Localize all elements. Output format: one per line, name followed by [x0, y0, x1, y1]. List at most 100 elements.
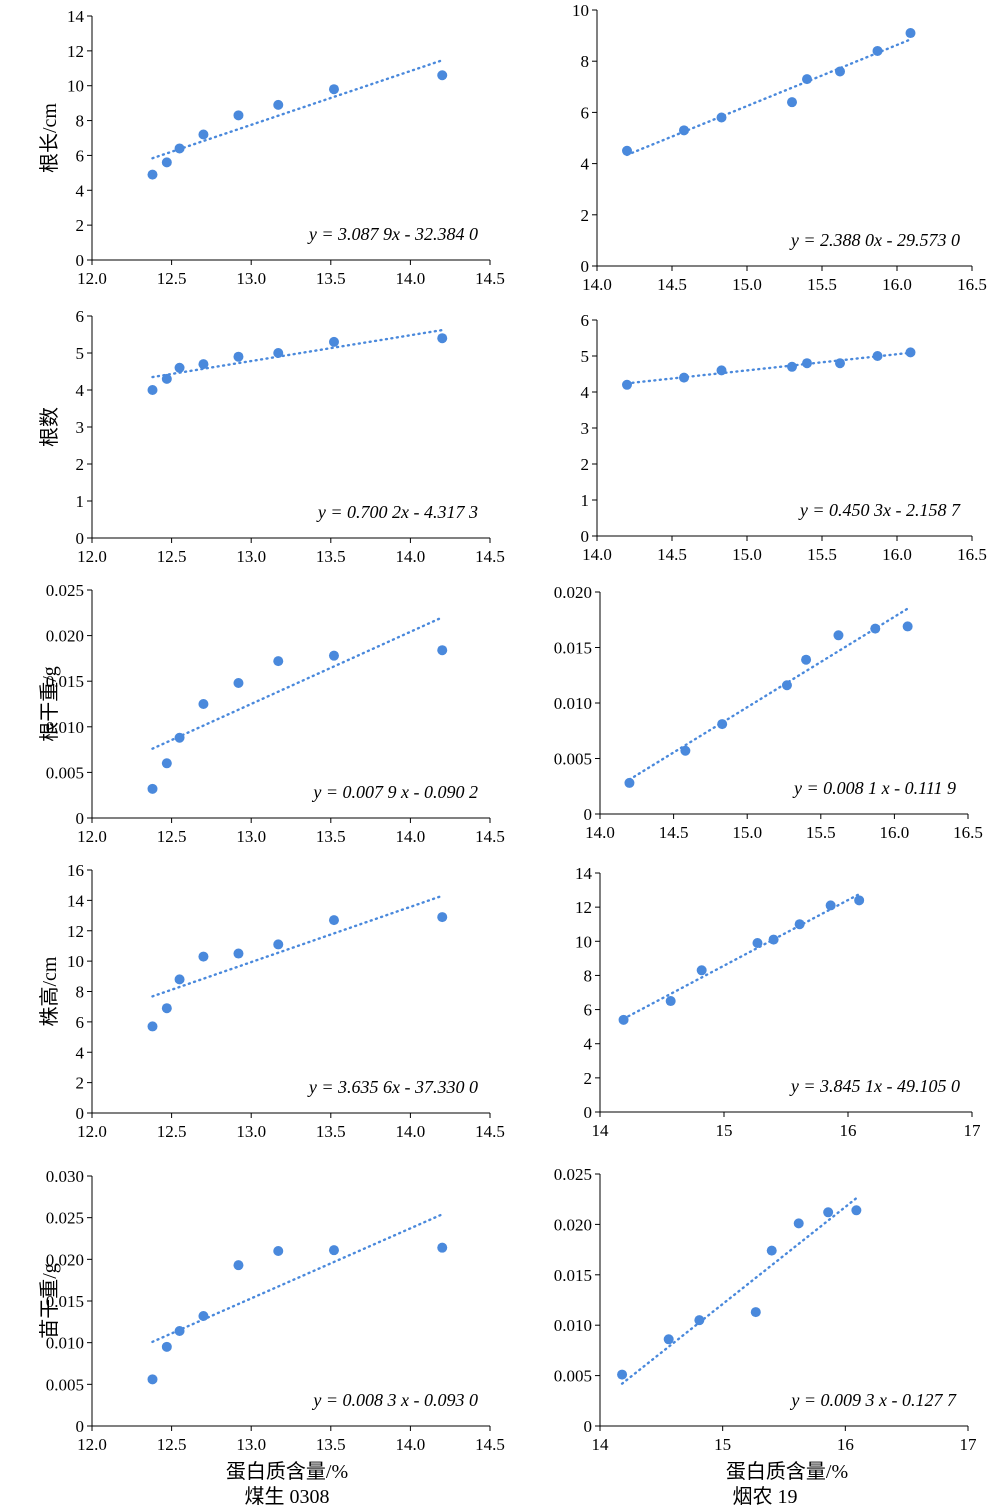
- data-point: [872, 45, 883, 56]
- trend-line: [628, 607, 909, 781]
- y-tick-label: 0.010: [554, 694, 592, 713]
- data-point: [872, 351, 883, 361]
- y-tick-label: 14: [67, 891, 85, 910]
- x-tick-label: 14.0: [585, 823, 615, 842]
- data-point: [802, 358, 812, 369]
- y-tick-label: 4: [76, 381, 85, 400]
- data-point: [198, 1311, 209, 1321]
- data-point: [198, 951, 209, 962]
- regression-equation: y = 0.007 9 x - 0.090 2: [311, 782, 478, 802]
- regression-equation: y = 3.635 6x - 37.330 0: [307, 1077, 478, 1097]
- x-tick-label: 14.0: [396, 269, 426, 288]
- data-point: [328, 1245, 339, 1256]
- y-tick-label: 2: [76, 216, 85, 235]
- data-point: [437, 333, 448, 344]
- y-tick-label: 0: [76, 1417, 85, 1436]
- data-point: [233, 351, 244, 362]
- regression-equation: y = 0.008 3 x - 0.093 0: [311, 1390, 478, 1410]
- x-tick-label: 16: [840, 1121, 857, 1140]
- x-tick-label: 12.5: [157, 547, 187, 566]
- trend-line: [151, 328, 444, 379]
- y-tick-label: 0: [584, 805, 593, 824]
- x-tick-label: 12.5: [157, 827, 187, 846]
- regression-equation: y = 0.009 3 x - 0.127 7: [789, 1390, 957, 1410]
- y-tick-label: 0.020: [46, 627, 84, 646]
- y-tick-label: 0.020: [46, 1250, 84, 1269]
- data-point: [273, 656, 284, 667]
- regression-equation: y = 0.450 3x - 2.158 7: [798, 500, 961, 520]
- y-tick-label: 6: [76, 146, 85, 165]
- x-tick-label: 14.0: [396, 1435, 426, 1454]
- trend-line: [151, 59, 444, 160]
- y-tick-label: 8: [76, 112, 85, 131]
- y-tick-label: 12: [575, 898, 592, 917]
- y-tick-label: 6: [584, 1001, 593, 1020]
- y-tick-label: 4: [76, 181, 85, 200]
- x-tick-label: 15: [714, 1435, 731, 1454]
- regression-equation: y = 0.008 1 x - 0.111 9: [792, 778, 956, 798]
- y-tick-label: 0.005: [46, 763, 84, 782]
- data-point: [328, 84, 339, 95]
- data-point: [622, 379, 632, 390]
- x-tick-label: 12.0: [77, 827, 107, 846]
- y-tick-label: 0: [581, 527, 590, 546]
- trend-line: [151, 616, 444, 750]
- data-point: [794, 919, 805, 930]
- data-point: [198, 129, 209, 140]
- y-tick-label: 4: [584, 1035, 593, 1054]
- x-tick-label: 15.5: [807, 275, 837, 294]
- data-point: [793, 1218, 804, 1229]
- trend-line: [622, 892, 861, 1020]
- data-point: [618, 1014, 629, 1025]
- y-tick-label: 12: [67, 42, 84, 61]
- y-tick-label: 8: [581, 52, 590, 71]
- data-point: [665, 996, 676, 1007]
- y-axis-label: 根干重/g: [38, 666, 61, 742]
- trend-line: [625, 351, 912, 385]
- data-point: [694, 1315, 705, 1326]
- x-tick-label: 14.0: [396, 1122, 426, 1141]
- y-tick-label: 0: [581, 257, 590, 276]
- data-point: [624, 777, 635, 788]
- data-point: [233, 678, 244, 689]
- y-tick-label: 6: [76, 307, 85, 326]
- data-point: [161, 1341, 172, 1352]
- y-tick-label: 0.010: [554, 1316, 592, 1335]
- y-tick-label: 0: [76, 1104, 85, 1123]
- data-point: [679, 372, 689, 383]
- regression-equation: y = 0.700 2x - 4.317 3: [316, 502, 478, 522]
- x-tick-label: 15: [716, 1121, 733, 1140]
- data-point: [437, 645, 448, 656]
- x-tick-label: 14.0: [396, 827, 426, 846]
- panel-2-1: 0 0.005 0.010 0.015 0.020 14.0 14.5 15.0 15.5 16.…: [554, 583, 983, 842]
- y-tick-label: 0.005: [554, 1367, 592, 1386]
- x-tick-label: 14.5: [475, 269, 505, 288]
- trend-line: [625, 38, 912, 157]
- data-point: [680, 745, 691, 756]
- data-point: [663, 1334, 674, 1345]
- data-point: [781, 680, 792, 691]
- y-tick-label: 6: [76, 1013, 85, 1032]
- data-point: [750, 1307, 761, 1318]
- x-tick-label: 14.5: [475, 547, 505, 566]
- data-point: [851, 1205, 862, 1216]
- x-tick-label: 12.0: [77, 1435, 107, 1454]
- data-point: [679, 125, 689, 136]
- data-point: [161, 1003, 172, 1014]
- y-axis-label: 根数: [38, 407, 61, 447]
- data-point: [147, 1021, 158, 1032]
- data-point: [437, 912, 448, 923]
- x-tick-label: 12.0: [77, 1122, 107, 1141]
- x-tick-label: 13.5: [316, 547, 346, 566]
- data-point: [147, 169, 158, 180]
- y-tick-label: 5: [581, 347, 590, 366]
- y-tick-label: 3: [581, 419, 590, 438]
- y-tick-label: 0.005: [554, 750, 592, 769]
- data-point: [802, 74, 812, 85]
- y-tick-label: 0.025: [46, 1209, 84, 1228]
- data-point: [716, 112, 727, 123]
- data-point: [147, 1374, 158, 1385]
- x-tick-label: 16: [837, 1435, 854, 1454]
- y-tick-label: 4: [581, 383, 590, 402]
- x-tick-label: 13.5: [316, 1435, 346, 1454]
